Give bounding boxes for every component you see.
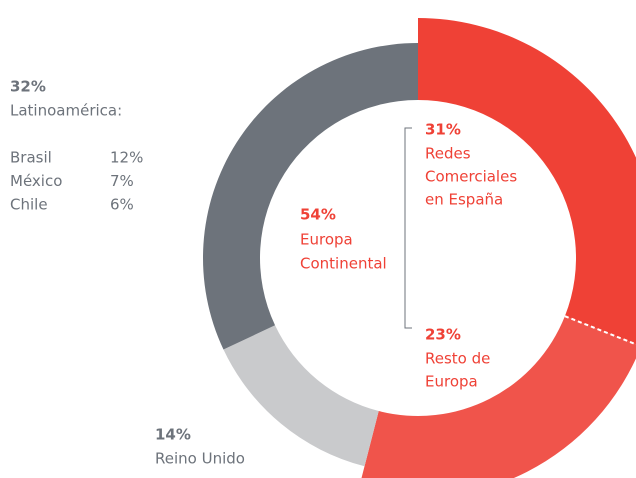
donut-segment	[202, 43, 418, 350]
group-value: 54%	[300, 206, 336, 224]
segment-value: 23%	[425, 326, 461, 344]
group-label: Continental	[300, 255, 387, 273]
donut-segment	[361, 316, 636, 478]
segment-value: 31%	[425, 121, 461, 139]
donut	[202, 18, 636, 478]
breakdown-value: 12%	[110, 149, 143, 167]
segment-label: Europa	[425, 373, 478, 391]
segment-label: Resto de	[425, 350, 490, 368]
breakdown-name: Chile	[10, 196, 48, 214]
segment-label: Redes	[425, 145, 471, 163]
breakdown-name: Brasil	[10, 149, 52, 167]
donut-segment	[418, 18, 636, 345]
donut-segment	[223, 325, 379, 467]
segment-value: 32%	[10, 78, 46, 96]
breakdown-value: 6%	[110, 196, 134, 214]
segment-label: Latinoamérica:	[10, 102, 122, 120]
bracket	[404, 127, 412, 329]
breakdown-value: 7%	[110, 172, 134, 190]
bracket-line	[404, 127, 412, 329]
breakdown-name: México	[10, 172, 62, 190]
segment-value: 14%	[155, 426, 191, 444]
group-label: Europa	[300, 231, 353, 249]
segment-label: Reino Unido	[155, 450, 245, 468]
segment-label: en España	[425, 191, 503, 209]
segment-label: Comerciales	[425, 168, 517, 186]
